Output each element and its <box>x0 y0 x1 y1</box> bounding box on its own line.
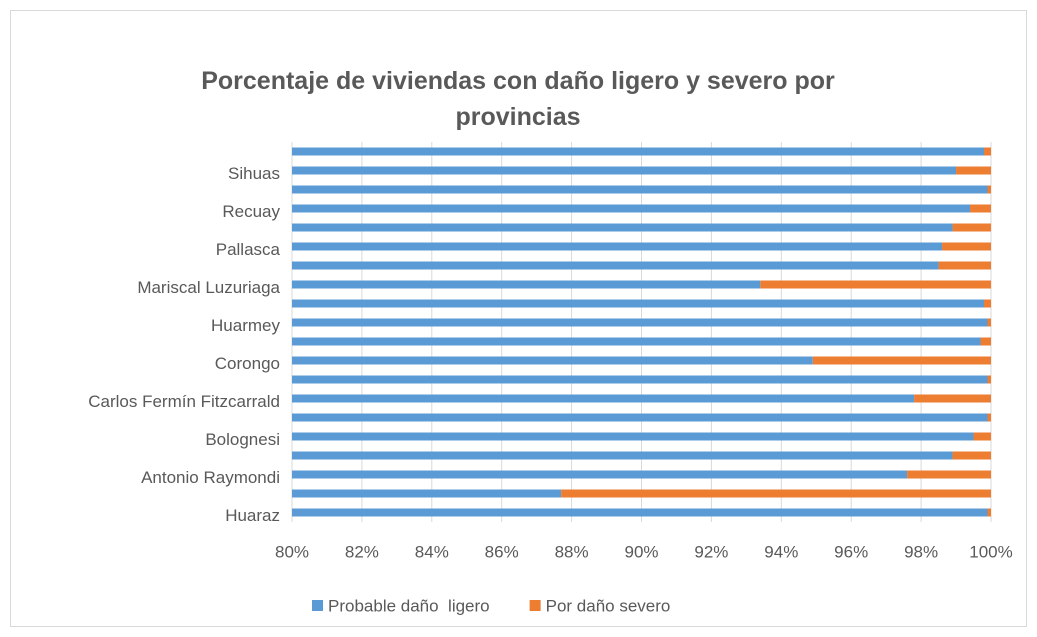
bar-segment <box>292 242 943 251</box>
bar-segment <box>292 356 813 365</box>
y-tick-label: Huarmey <box>211 316 280 335</box>
legend-swatch <box>312 600 323 611</box>
x-tick-label: 100% <box>969 542 1012 561</box>
bar-segment <box>984 147 991 156</box>
x-tick-label: 80% <box>275 542 309 561</box>
chart-title: Porcentaje de viviendas con daño ligero … <box>201 67 835 131</box>
legend-swatch <box>529 600 541 611</box>
bar-segment <box>973 432 991 441</box>
bar-segment <box>292 166 957 175</box>
bar-segment <box>292 185 988 194</box>
bar-segment <box>914 394 991 403</box>
y-tick-label: Corongo <box>215 354 280 373</box>
bar-segment <box>292 508 988 517</box>
bar-segment <box>292 337 981 346</box>
x-tick-label: 84% <box>415 542 449 561</box>
bar-segment <box>952 223 991 232</box>
x-tick-label: 98% <box>904 542 938 561</box>
bar-segment <box>292 299 985 308</box>
x-tick-label: 92% <box>694 542 728 561</box>
bar-segment <box>760 280 991 289</box>
x-tick-label: 90% <box>624 542 658 561</box>
bar-segment <box>952 451 991 460</box>
bar-segment <box>292 451 953 460</box>
y-tick-label: Huaraz <box>225 506 280 525</box>
bar-segment <box>984 299 991 308</box>
bar-segment <box>292 318 988 327</box>
bar-segment <box>561 489 991 498</box>
bar-segment <box>292 223 953 232</box>
bar-segment <box>292 280 761 289</box>
bar-segment <box>980 337 991 346</box>
bar-segment <box>956 166 991 175</box>
x-tick-label: 82% <box>345 542 379 561</box>
bar-segment <box>292 147 985 156</box>
bar-segment <box>292 394 915 403</box>
legend-label: Por daño severo <box>546 596 671 615</box>
y-tick-label: Antonio Raymondi <box>141 468 280 487</box>
y-tick-label: Bolognesi <box>205 430 280 449</box>
bar-segment <box>907 470 991 479</box>
bar-segment <box>942 242 991 251</box>
x-tick-label: 96% <box>834 542 868 561</box>
bar-segment <box>987 413 991 422</box>
bar-segment <box>292 204 971 213</box>
x-tick-label: 88% <box>555 542 589 561</box>
bar-segment <box>292 261 939 270</box>
bar-segment <box>292 413 988 422</box>
bar-segment <box>938 261 991 270</box>
bar-segment <box>292 489 562 498</box>
x-tick-label: 94% <box>764 542 798 561</box>
y-tick-label: Pallasca <box>216 240 281 259</box>
bar-segment <box>292 432 974 441</box>
bar-segment <box>987 185 991 194</box>
bar-segment <box>292 470 908 479</box>
plot-area <box>292 147 991 517</box>
legend-label: Probable daño ligero <box>328 596 490 615</box>
x-tick-label: 86% <box>485 542 519 561</box>
y-tick-label: Carlos Fermín Fitzcarrald <box>88 392 280 411</box>
bar-segment <box>812 356 991 365</box>
bar-segment <box>987 375 991 384</box>
bar-segment <box>987 318 991 327</box>
y-tick-label: Mariscal Luzuriaga <box>137 278 280 297</box>
bar-segment <box>292 375 988 384</box>
y-tick-label: Recuay <box>222 202 280 221</box>
bar-segment <box>970 204 991 213</box>
bar-segment <box>987 508 991 517</box>
y-tick-label: Sihuas <box>228 164 280 183</box>
